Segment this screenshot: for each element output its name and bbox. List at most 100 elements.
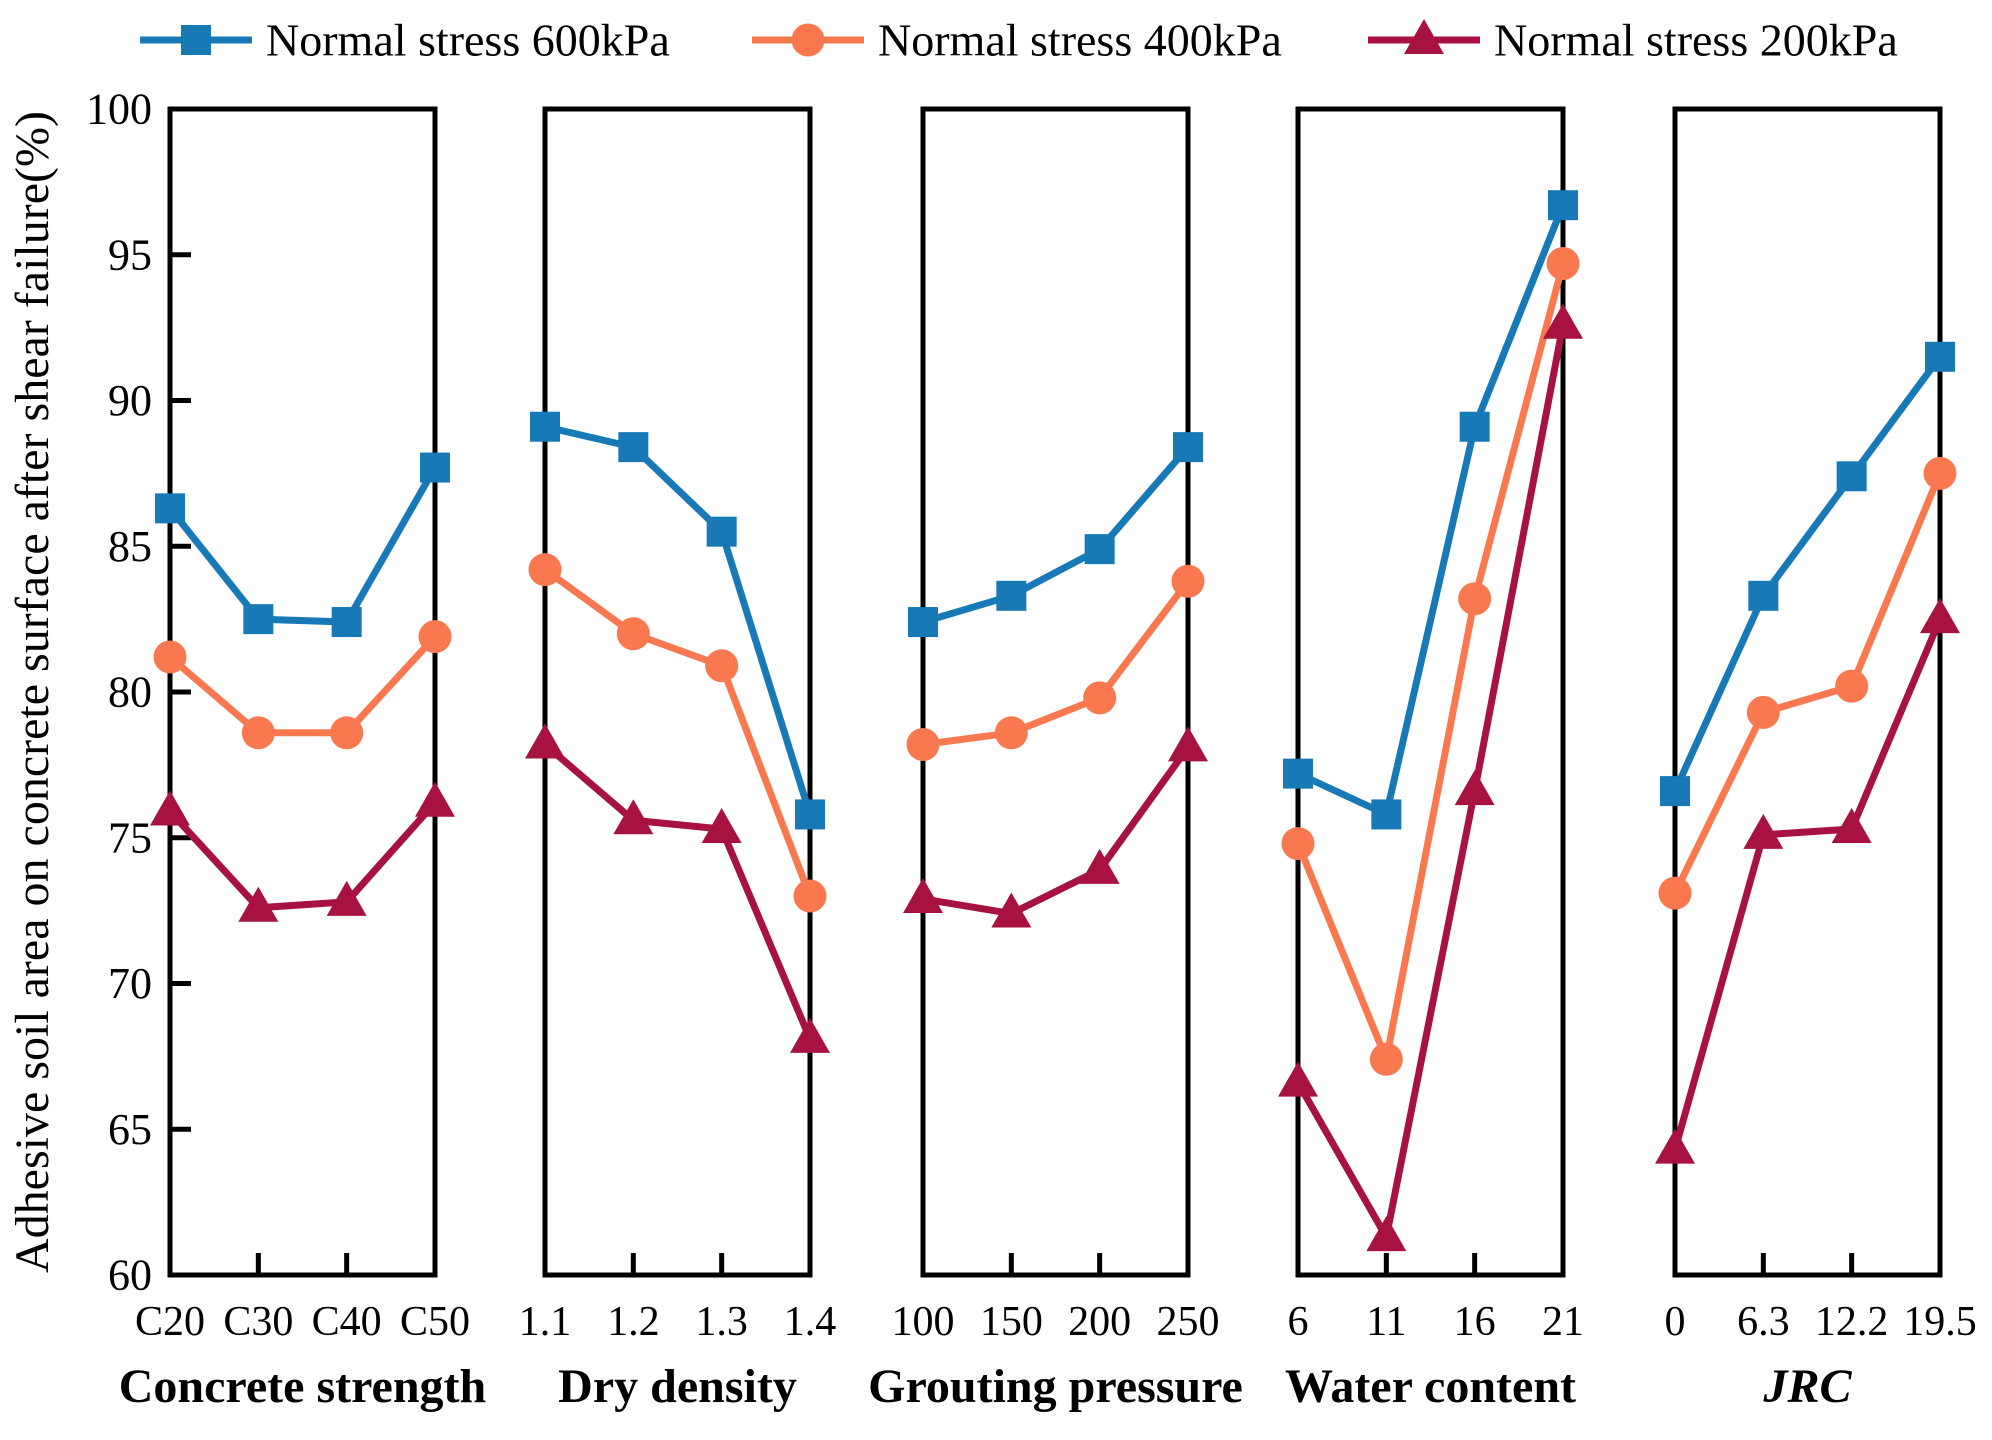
series-line-normal-stress-200kpa [167,800,438,912]
x-tick-label: 12.2 [1815,1299,1889,1345]
marker-triangle-1.2 [613,799,654,835]
marker-square-C30 [243,604,274,635]
marker-triangle-150 [991,892,1032,928]
y-tick-label: 60 [108,1251,152,1300]
marker-triangle-0 [1655,1128,1695,1164]
marker-triangle-200 [1079,848,1120,884]
x-tick-label: 1.2 [607,1299,660,1345]
legend-triangle-marker [1404,19,1444,54]
marker-circle-250 [1171,564,1205,598]
marker-triangle-1.1 [525,723,565,759]
marker-triangle-1.4 [790,1017,830,1053]
series-line-normal-stress-200kpa [1294,324,1567,1247]
marker-square-0 [1660,776,1690,807]
panel-concrete-strength: C20 C30 C40 C50 Concrete strength [119,106,486,1413]
series-line-normal-stress-600kpa [167,465,439,626]
legend-item-2: Normal stress 400kPa [752,15,1282,66]
marker-circle-100 [906,727,940,761]
marker-square-1.4 [795,799,825,830]
y-tick-label: 90 [108,376,152,425]
marker-square-19.5 [1925,341,1955,372]
marker-square-200 [1084,534,1115,565]
series-line-normal-stress-400kpa [542,566,814,898]
series-line-normal-stress-600kpa [544,423,814,816]
x-tick-label: 1.3 [695,1299,748,1345]
panel-title: Dry density [558,1360,797,1413]
panel-title: Grouting pressure [868,1360,1243,1413]
legend-item-1: Normal stress 600kPa [140,15,670,66]
marker-circle-0 [1658,876,1692,910]
marker-circle-6.3 [1746,695,1780,729]
panel-frame [1295,106,1566,1278]
x-tick-label: 6 [1288,1299,1309,1345]
x-tick-label: C20 [135,1299,205,1345]
marker-circle-C30 [241,716,275,750]
marker-triangle-C50 [415,781,455,817]
series-line-normal-stress-200kpa [542,741,814,1041]
marker-triangle-C30 [238,886,279,922]
marker-circle-12.2 [1835,669,1869,703]
marker-circle-19.5 [1923,456,1957,490]
panel-water-content: 6 11 16 21 Water content [1278,106,1584,1413]
marker-circle-1.1 [528,553,562,587]
y-axis-title: Adhesive soil area on concrete surface a… [6,111,59,1273]
marker-triangle-6 [1278,1061,1318,1097]
legend-label: Normal stress 200kPa [1494,15,1898,66]
panel-frame [920,106,1191,1278]
legend-label: Normal stress 400kPa [878,15,1282,66]
marker-circle-C50 [418,620,452,654]
series-line-normal-stress-600kpa [922,444,1191,626]
legend-square-marker [181,25,211,55]
x-tick-label: 0 [1665,1299,1686,1345]
legend-circle-marker [791,23,825,57]
marker-circle-16 [1458,582,1492,616]
marker-square-1.2 [618,432,649,463]
x-tick-label: 1.1 [519,1299,572,1345]
legend-label: Normal stress 600kPa [266,15,670,66]
y-tick-label: 85 [108,522,152,571]
marker-square-1.3 [706,516,737,547]
marker-triangle-12.2 [1831,808,1872,844]
marker-circle-150 [994,716,1028,750]
marker-square-1.1 [530,411,560,442]
y-tick-label: 75 [108,813,152,862]
panel-title: JRC [1762,1360,1852,1413]
panel-frame [542,106,813,1278]
x-tick-label: 21 [1542,1299,1584,1345]
series-line-normal-stress-400kpa [167,634,438,737]
series-line-normal-stress-400kpa [1294,262,1567,1072]
x-tick-label: 6.3 [1737,1299,1790,1345]
marker-square-250 [1173,432,1203,463]
panel-dry-density: 1.1 1.2 1.3 1.4 Dry density [519,106,837,1413]
y-tick-label: 100 [86,85,152,134]
y-tick-label: 65 [108,1105,152,1154]
series-line-normal-stress-400kpa [1671,472,1944,895]
series-line-normal-stress-600kpa [1296,203,1567,820]
x-tick-label: C30 [223,1299,293,1345]
legend-item-3: Normal stress 200kPa [1368,15,1898,66]
marker-triangle-19.5 [1920,598,1960,634]
marker-circle-200 [1083,681,1117,715]
marker-triangle-21 [1543,303,1583,339]
x-tick-label: 250 [1157,1299,1220,1345]
x-tick-label: 1.4 [784,1299,837,1345]
marker-circle-C40 [330,716,364,750]
x-tick-label: 19.5 [1903,1299,1977,1345]
marker-square-100 [908,607,938,638]
y-tick-label: 95 [108,230,152,279]
panel-title: Concrete strength [119,1360,486,1413]
series-line-normal-stress-200kpa [922,745,1191,918]
marker-square-C40 [331,607,362,638]
marker-circle-11 [1369,1042,1403,1076]
marker-circle-1.4 [793,879,827,913]
marker-circle-6 [1281,827,1315,861]
marker-circle-C20 [153,640,187,674]
marker-circle-1.2 [616,617,650,651]
marker-triangle-C40 [326,880,367,916]
marker-triangle-16 [1454,770,1495,806]
marker-square-11 [1371,799,1402,830]
panel-grouting-pressure: 100 150 200 250 Grouting pressure [868,106,1243,1413]
x-tick-label: 16 [1454,1299,1496,1345]
